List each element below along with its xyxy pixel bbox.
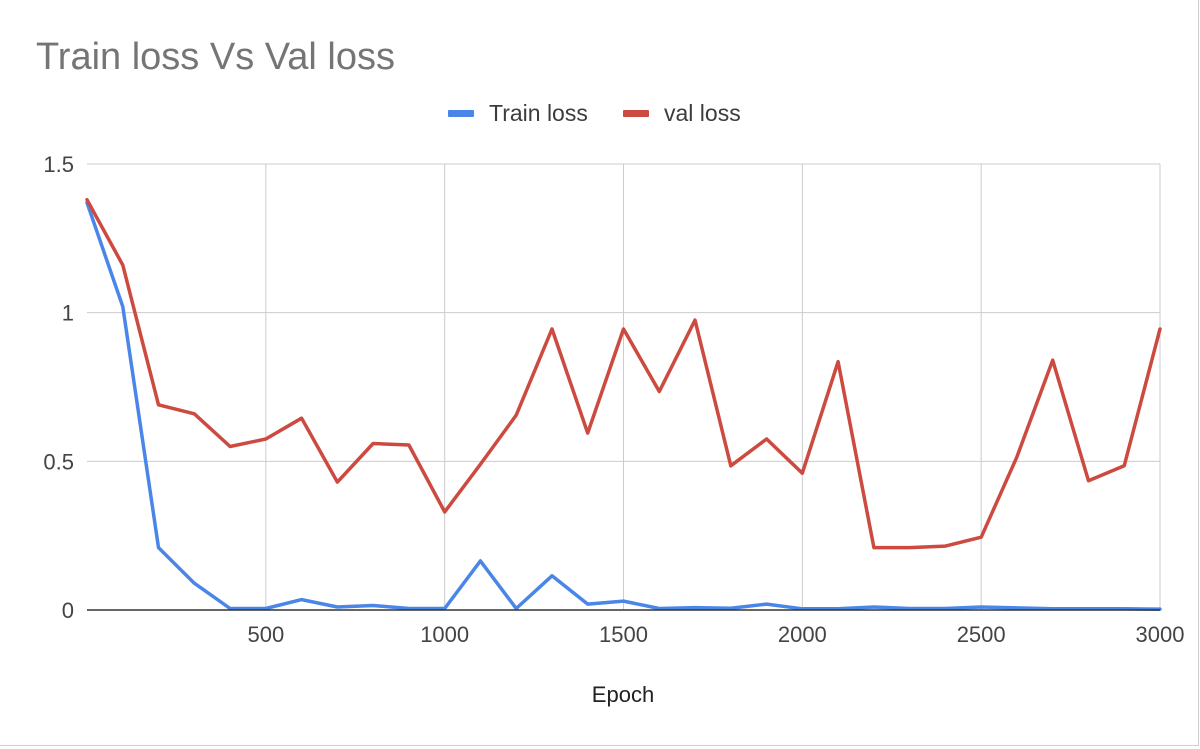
y-tick-label: 0.5 — [43, 449, 74, 474]
legend-label-val-loss: val loss — [664, 100, 741, 126]
y-tick-label: 1 — [62, 301, 74, 326]
tick-labels: 0 0.5 1 1.5 500 1000 1500 2000 2500 3000 — [43, 152, 1184, 647]
x-axis-title: Epoch — [592, 682, 654, 707]
legend-swatch-train-loss — [448, 110, 474, 117]
chart-grid — [87, 163, 1161, 610]
x-tick-label: 3000 — [1136, 622, 1185, 647]
chart-legend: Train loss val loss — [0, 100, 1200, 130]
series-lines — [85, 197, 1162, 611]
chart-title: Train loss Vs Val loss — [36, 36, 395, 78]
x-tick-label: 1000 — [420, 622, 469, 647]
legend-label-train-loss: Train loss — [489, 100, 588, 126]
x-tick-label: 1500 — [599, 622, 648, 647]
x-tick-label: 2000 — [778, 622, 827, 647]
legend-swatch-val-loss — [623, 110, 649, 117]
x-tick-label: 500 — [247, 622, 284, 647]
x-tick-label: 2500 — [957, 622, 1006, 647]
y-tick-label: 1.5 — [43, 152, 74, 177]
legend-item-train-loss: Train loss — [448, 100, 588, 127]
legend-item-val-loss: val loss — [623, 100, 741, 127]
y-tick-label: 0 — [62, 598, 74, 623]
